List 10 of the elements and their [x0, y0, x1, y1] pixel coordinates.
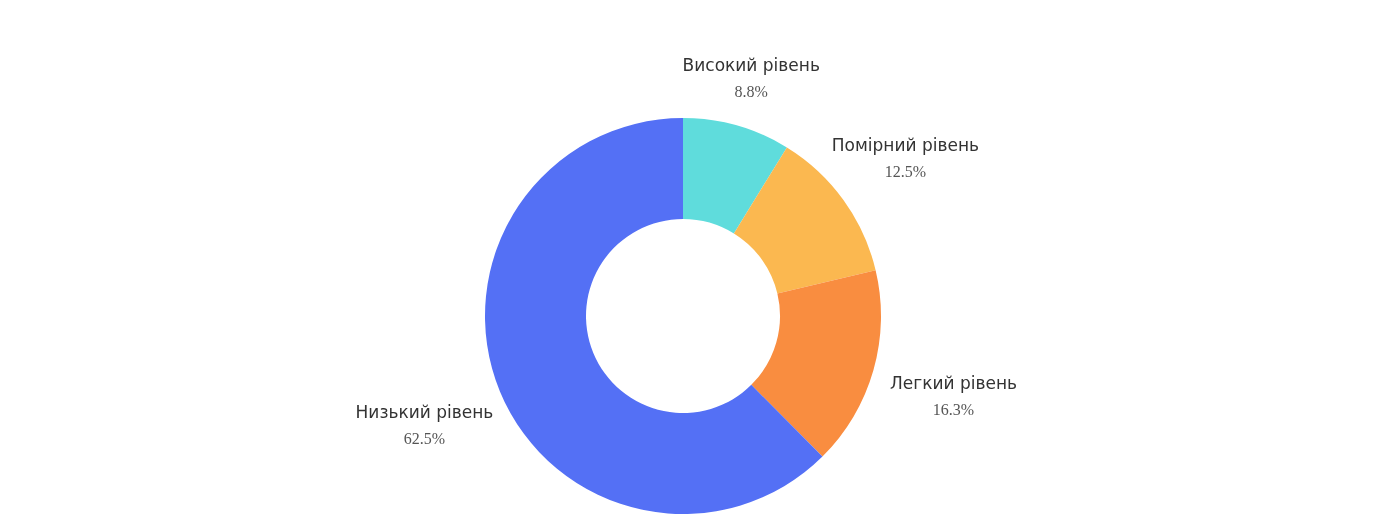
- slice-label: Помірний рівень: [831, 135, 980, 156]
- slice-label: Низький рівень: [355, 402, 494, 423]
- donut-slice: [751, 270, 881, 457]
- donut-slice: [683, 118, 787, 234]
- slice-label: Легкий рівень: [889, 373, 1018, 394]
- data-label: 12.5%: [884, 163, 927, 181]
- data-label: 8.8%: [734, 83, 768, 101]
- slice-label: Високий рівень: [682, 55, 820, 76]
- data-label: 62.5%: [403, 430, 446, 448]
- data-label: 16.3%: [932, 401, 975, 419]
